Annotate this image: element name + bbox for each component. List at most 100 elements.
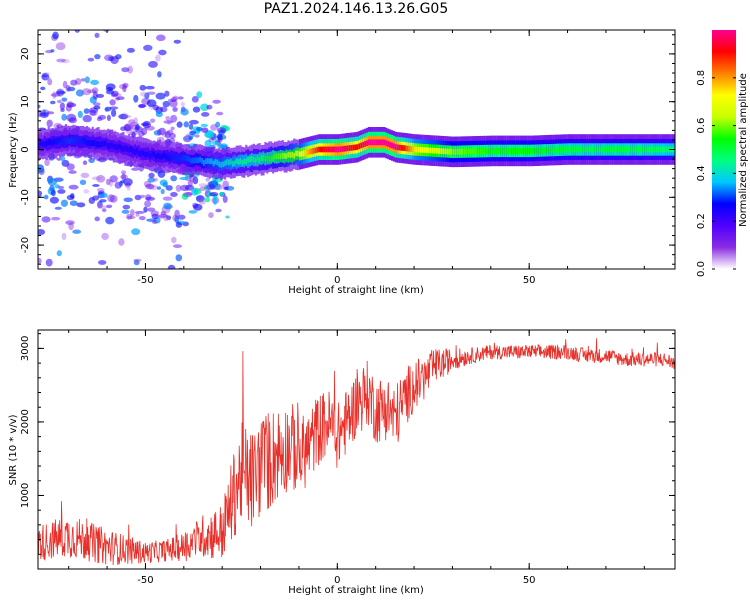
heatmap-cell (471, 148, 474, 155)
heatmap-cell (343, 145, 346, 152)
heatmap-cell (460, 148, 463, 155)
heatmap-cell (150, 118, 156, 123)
heatmap-cell (69, 200, 78, 206)
heatmap-cell (477, 148, 480, 155)
heatmap-cell (550, 147, 553, 153)
heatmap-cell (646, 146, 649, 153)
heatmap-cell (109, 143, 112, 149)
heatmap-cell (76, 136, 79, 143)
heatmap-cell (147, 177, 156, 183)
heatmap-cell (210, 158, 213, 164)
heatmap-cell (168, 154, 171, 161)
heatmap-cell (508, 148, 511, 154)
heatmap-cell (417, 146, 420, 153)
y-tick-label: 3000 (20, 336, 31, 361)
heatmap-cell (661, 146, 664, 153)
heatmap-cell (277, 153, 280, 160)
heatmap-cell (180, 184, 190, 192)
heatmap-cell (70, 137, 73, 143)
heatmap-cell (183, 121, 189, 128)
heatmap-cell (147, 207, 156, 212)
heatmap-cell (120, 170, 127, 175)
heatmap-cell (249, 156, 252, 163)
heatmap-cell (177, 96, 184, 100)
heatmap-cell (615, 146, 618, 153)
heatmap-cell (143, 206, 148, 213)
heatmap-cell (588, 146, 591, 153)
heatmap-cell (542, 147, 545, 154)
heatmap-cell (132, 148, 135, 154)
heatmap-cell (55, 42, 66, 51)
heatmap-cell (488, 148, 491, 154)
heatmap-cell (575, 146, 578, 153)
heatmap-cell (43, 194, 49, 200)
heatmap-cell (176, 121, 183, 128)
heatmap-cell (109, 106, 119, 110)
heatmap-cell (128, 146, 131, 153)
heatmap-cell (623, 146, 626, 153)
heatmap-cell (602, 146, 605, 153)
heatmap-cell (172, 95, 179, 101)
heatmap-cell (180, 157, 183, 163)
heatmap-cell (43, 141, 46, 148)
heatmap-cell (156, 186, 162, 190)
heatmap-cell (127, 65, 133, 74)
heatmap-cell (450, 148, 453, 155)
heatmap-cell (139, 194, 146, 199)
heatmap-cell (563, 146, 566, 153)
heatmap-cell (56, 90, 66, 95)
heatmap-cell (89, 109, 97, 116)
heatmap-cell (425, 147, 428, 153)
heatmap-cell (320, 146, 323, 153)
heatmap-cell (586, 146, 589, 153)
heatmap-cell (556, 147, 559, 153)
heatmap-cell (91, 140, 94, 146)
heatmap-cell (122, 114, 132, 119)
heatmap-cell (51, 140, 54, 146)
heatmap-cell (82, 138, 85, 144)
heatmap-cell (155, 111, 163, 118)
heatmap-cell (473, 148, 476, 155)
y-tick-label: 1000 (20, 483, 31, 508)
heatmap-cell (193, 203, 203, 211)
heatmap-cell (206, 158, 209, 164)
heatmap-cell (435, 147, 438, 154)
heatmap-cell (148, 60, 158, 68)
heatmap-cell (54, 184, 61, 189)
heatmap-cell (105, 140, 108, 147)
heatmap-cell (135, 148, 138, 154)
heatmap-cell (653, 146, 656, 153)
heatmap-cell (590, 146, 593, 153)
heatmap-cell (96, 187, 105, 192)
heatmap-cell (145, 85, 155, 90)
heatmap-cell (72, 137, 75, 144)
heatmap-cell (270, 156, 273, 162)
heatmap-cell (122, 146, 125, 152)
x-tick-label: 0 (334, 575, 340, 586)
heatmap-cell (185, 155, 188, 162)
heatmap-cell (61, 97, 68, 102)
heatmap-cell (285, 153, 288, 159)
heatmap-cell (414, 146, 417, 153)
x-tick-label: -50 (137, 575, 153, 586)
heatmap-cell (66, 163, 75, 171)
heatmap-cell (155, 153, 158, 160)
heatmap-cell (75, 89, 84, 97)
heatmap-cell (72, 229, 82, 234)
heatmap-cell (107, 194, 115, 203)
heatmap-cell (176, 156, 179, 163)
heatmap-cell (325, 146, 328, 153)
heatmap-cell (131, 167, 140, 171)
y-tick-label: 0 (20, 146, 31, 152)
heatmap-cell (260, 155, 263, 161)
heatmap-cell (149, 153, 152, 159)
heatmap-cell (215, 208, 222, 213)
heatmap-cell (337, 146, 340, 153)
heatmap-cell (42, 74, 48, 78)
heatmap-cell (254, 157, 257, 164)
heatmap-cell (194, 134, 200, 138)
heatmap-cell (625, 146, 628, 153)
heatmap-cell (140, 91, 148, 97)
heatmap-cell (110, 141, 113, 148)
